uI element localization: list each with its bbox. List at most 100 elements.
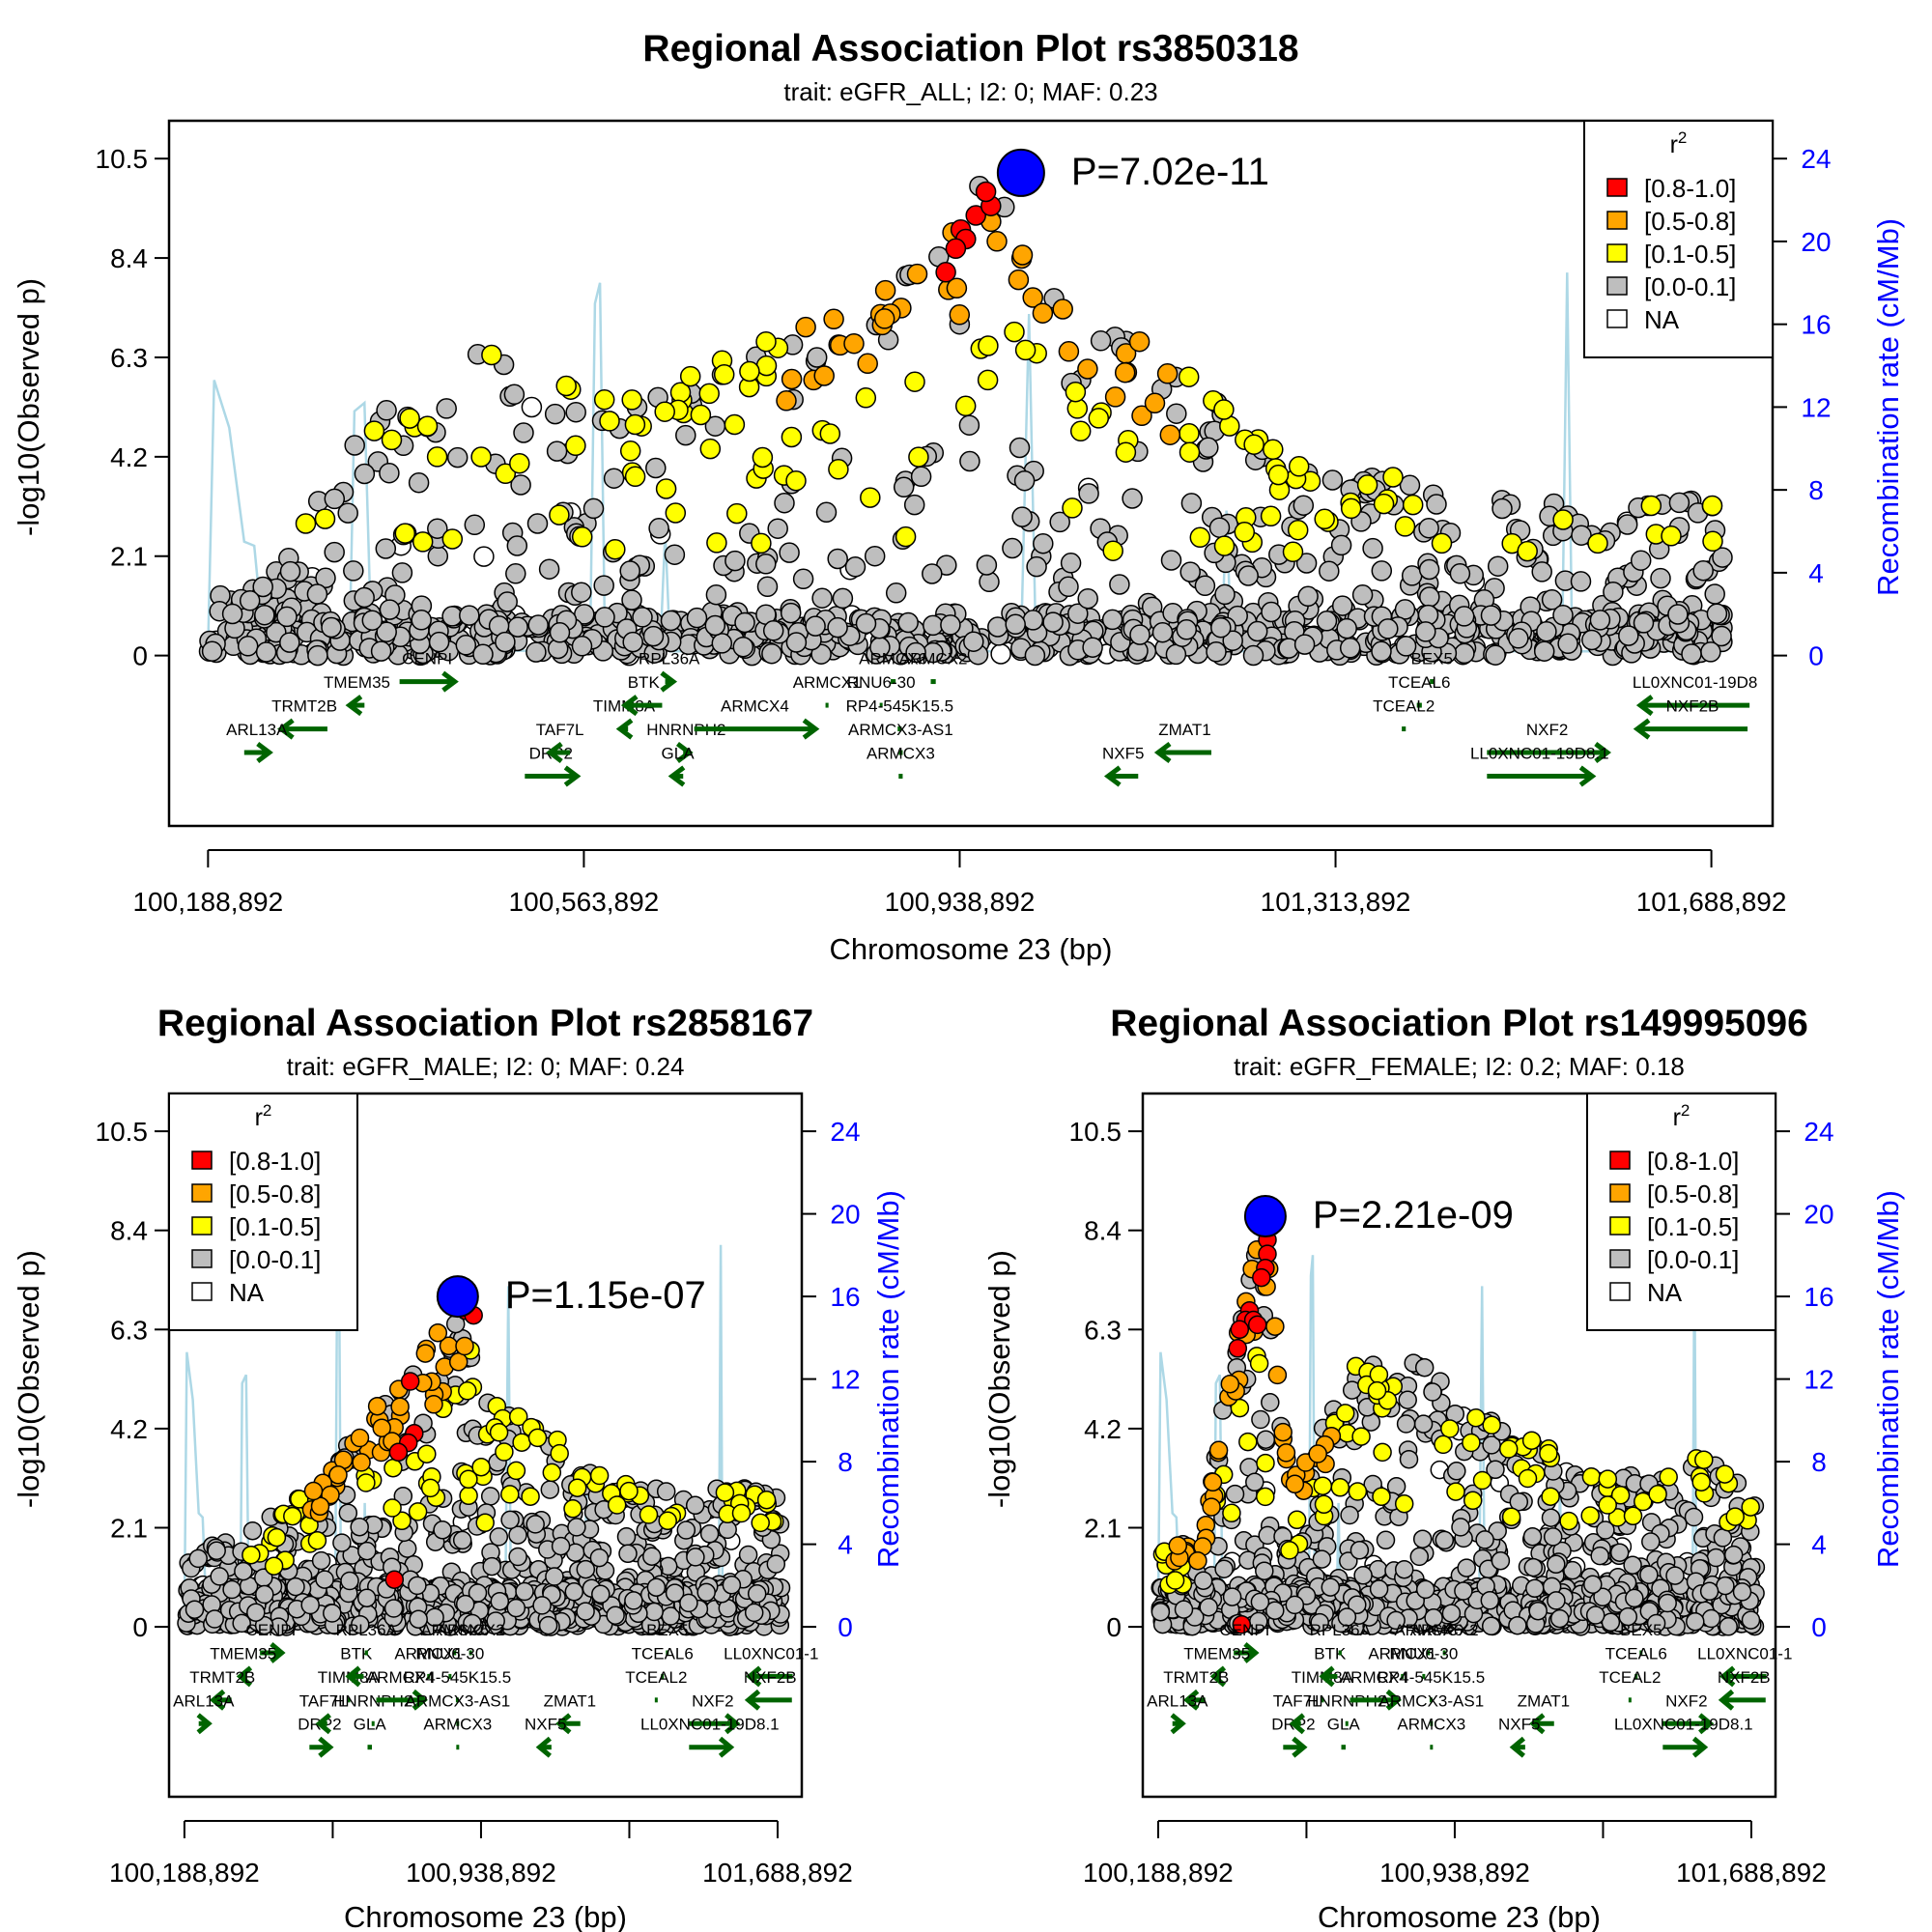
snp-point <box>1316 611 1338 632</box>
lead-snp-pvalue-label: P=2.21e-09 <box>1313 1194 1514 1236</box>
snp-point <box>503 384 526 406</box>
snp-point <box>1060 553 1082 574</box>
plot-frame <box>167 119 1775 828</box>
snp-point <box>755 554 777 575</box>
gene-arrow-head <box>441 670 459 693</box>
snp-point <box>1659 1467 1678 1487</box>
snp-point <box>646 1577 667 1597</box>
snp-point <box>978 335 999 356</box>
snp-point <box>1457 1558 1476 1577</box>
snp-point <box>726 502 748 525</box>
snp-point <box>1058 576 1079 598</box>
x-tick-label: 101,688,892 <box>702 1858 853 1888</box>
snp-point <box>1013 469 1036 492</box>
snp-point <box>1543 1527 1563 1547</box>
snp-point <box>619 440 641 462</box>
snp-point <box>397 1539 417 1558</box>
snp-point <box>1260 505 1282 527</box>
legend-entry: [0.8-1.0] <box>229 1147 321 1176</box>
legend-swatch <box>191 1183 213 1203</box>
snp-point <box>1581 1467 1602 1487</box>
snp-point <box>1373 493 1395 515</box>
snp-point <box>538 558 560 580</box>
snp-point <box>715 1483 735 1502</box>
snp-point <box>510 474 531 496</box>
snp-point <box>464 514 486 536</box>
gene-label: RNU6-30 <box>1389 1644 1458 1662</box>
legend-swatch <box>1609 1282 1631 1301</box>
snp-point <box>1353 1566 1373 1585</box>
snp-point <box>314 508 336 529</box>
y-tick-label: 2.1 <box>110 542 148 572</box>
gene-armcx3: ARMCX3 <box>423 1716 492 1750</box>
snp-point <box>1618 625 1639 646</box>
snp-point <box>1369 1579 1389 1599</box>
snp-point <box>1234 522 1256 543</box>
y-tick-label: 4.2 <box>110 1414 148 1444</box>
snp-point <box>1049 511 1070 533</box>
y-axis-label: -log10(Observed p) <box>12 278 45 536</box>
snp-point <box>893 476 915 498</box>
snp-point <box>949 304 971 326</box>
snp-point <box>734 611 755 634</box>
gene-armcx3: ARMCX3 <box>1397 1716 1465 1750</box>
snp-point <box>513 422 534 443</box>
gene-bex5: BEX5 <box>1411 650 1453 685</box>
snp-point <box>1549 1608 1570 1629</box>
snp-point <box>1180 493 1203 514</box>
snp-point <box>644 1602 664 1622</box>
gene-label: ARMCX3-AS1 <box>848 721 953 739</box>
gene-hnrnph2: HNRNPH2 <box>646 721 725 764</box>
gene-label: TCEAL2 <box>1373 697 1435 716</box>
snp-point <box>576 1602 595 1621</box>
x-axis-label: Chromosome 23 (bp) <box>344 1900 627 1932</box>
snp-point <box>408 1502 428 1521</box>
y2-axis-label: Recombination rate (cM/Mb) <box>871 1190 905 1568</box>
gene-label: BTK <box>1314 1644 1347 1662</box>
lead-snp-pvalue-label: P=1.15e-07 <box>505 1274 706 1317</box>
snp-point <box>1165 1571 1185 1590</box>
gene-nxf2b: NXF2B <box>1633 697 1748 740</box>
panel-all: Regional Association Plot rs3850318trait… <box>12 28 1905 966</box>
snp-point <box>1331 595 1353 616</box>
x-tick-label: 101,688,892 <box>1636 887 1787 917</box>
snp-point <box>506 1461 526 1481</box>
snp-point <box>724 550 746 572</box>
snp-point <box>675 424 696 446</box>
lead-snp-point <box>996 148 1045 197</box>
snp-point <box>324 541 345 563</box>
x-tick-label: 101,688,892 <box>1676 1858 1827 1888</box>
snp-point <box>394 523 416 544</box>
legend-swatch <box>1609 1216 1631 1236</box>
snp-point <box>1026 555 1047 578</box>
gene-label: GLA <box>1327 1716 1361 1734</box>
snp-point <box>1009 437 1031 459</box>
snp-point <box>1203 1472 1223 1492</box>
x-tick-label: 101,313,892 <box>1261 887 1411 917</box>
snp-point <box>1313 1476 1333 1495</box>
y2-tick-label: 12 <box>830 1365 860 1395</box>
legend-swatch <box>1606 243 1628 263</box>
snp-point <box>567 1478 587 1497</box>
snp-point <box>732 636 754 658</box>
gene-label: LL0XNC01-19D8.1 <box>1614 1716 1753 1734</box>
snp-point <box>255 1584 274 1605</box>
gene-label: NXF5 <box>1498 1716 1540 1734</box>
snp-point <box>324 488 346 510</box>
gene-label: TMEM35 <box>1183 1644 1250 1662</box>
snp-point <box>1166 403 1187 424</box>
snp-point <box>1011 244 1034 266</box>
snp-point <box>676 1520 696 1540</box>
snp-point <box>855 387 877 409</box>
x-tick-label: 100,188,892 <box>109 1858 260 1888</box>
snp-point <box>1414 1357 1435 1378</box>
snp-point <box>908 446 929 468</box>
snp-point <box>1681 643 1702 665</box>
snp-point <box>1449 563 1471 584</box>
snp-point <box>1658 1593 1677 1613</box>
snp-point <box>527 614 549 636</box>
snp-point <box>459 605 480 626</box>
snp-point <box>621 589 642 611</box>
gene-label: NXF2 <box>1526 721 1568 739</box>
gene-arrow-head <box>1635 695 1654 717</box>
